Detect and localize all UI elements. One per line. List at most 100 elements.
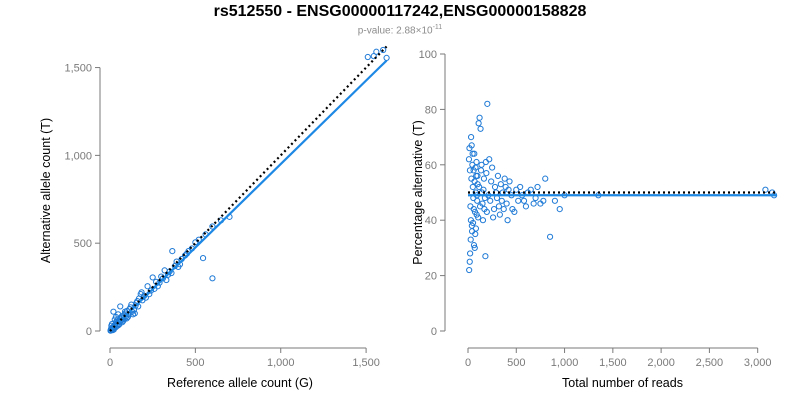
x-tick-label: 2,500 (696, 357, 724, 369)
p-value-text: p-value: 2.88×10 (357, 25, 433, 37)
percentage-alternative-panel: 0 20 40 60 80 100 0 500 1,000 1,500 2,000 2,500 3,00… (411, 49, 778, 390)
data-point (144, 283, 151, 290)
data-point (556, 206, 563, 213)
data-point (530, 200, 537, 207)
data-point (479, 217, 487, 224)
data-point (551, 197, 559, 204)
data-point (534, 183, 541, 191)
data-point (380, 46, 387, 54)
data-point (472, 225, 480, 232)
y-tick-label: 1,000 (64, 150, 92, 162)
data-point (169, 247, 176, 255)
data-point (497, 181, 504, 188)
data-point (466, 167, 474, 174)
data-point (509, 206, 516, 213)
x-tick-label: 500 (186, 357, 204, 369)
data-point (477, 125, 484, 132)
data-point (471, 208, 479, 215)
data-point (488, 178, 495, 185)
data-point (475, 120, 482, 127)
data-point (470, 206, 477, 213)
y-tick-label: 500 (74, 238, 92, 250)
expected-line (109, 45, 388, 332)
data-point (490, 206, 498, 213)
data-point (522, 203, 530, 210)
y-tick-label: 40 (425, 215, 437, 227)
data-point (129, 311, 137, 318)
data-point (489, 164, 496, 171)
data-point (373, 48, 380, 55)
x-tick-label: 3,000 (744, 357, 772, 369)
y-tick-label: 60 (425, 160, 437, 172)
data-point (370, 53, 377, 60)
data-point (498, 197, 505, 204)
chart-title: rs512550 - ENSG00000117242,ENSG000001588… (213, 3, 587, 20)
y-axis-title: Percentage alternative (T) (411, 120, 425, 265)
data-point (504, 217, 511, 224)
x-axis-title: Total number of reads (562, 376, 683, 390)
data-point (546, 233, 554, 240)
x-tick-label: 1,500 (599, 357, 627, 369)
data-point (467, 236, 474, 243)
fit-line (109, 59, 388, 332)
data-point (161, 267, 168, 274)
p-value-exponent: -11 (432, 24, 443, 31)
data-point (474, 172, 481, 179)
chart-subtitle: p-value: 2.88×10-11 (0, 24, 800, 36)
data-point (476, 114, 483, 121)
x-tick-label: 1,000 (551, 357, 579, 369)
data-point (383, 54, 390, 62)
data-point (469, 183, 476, 191)
data-point (209, 275, 216, 282)
data-point (467, 134, 475, 141)
x-axis-title: Reference allele count (G) (167, 376, 313, 390)
y-axis-title: Alternative allele count (T) (39, 118, 53, 263)
data-point (480, 175, 488, 182)
y-tick-label: 0 (86, 326, 92, 338)
data-point (466, 266, 473, 274)
x-tick-label: 0 (107, 357, 113, 369)
data-point (762, 186, 769, 193)
data-point (466, 258, 473, 265)
data-point (496, 211, 503, 218)
data-point (483, 208, 490, 215)
data-point (503, 200, 510, 207)
data-point (500, 206, 507, 213)
data-point (483, 170, 490, 177)
data-point (149, 274, 156, 281)
data-point (477, 167, 485, 174)
y-tick-label: 1,500 (64, 63, 92, 75)
data-point (469, 150, 476, 157)
data-point (542, 175, 549, 182)
data-point (482, 158, 489, 166)
data-point (517, 183, 524, 191)
data-point (465, 156, 473, 163)
data-point (469, 219, 477, 227)
data-point (476, 203, 484, 210)
data-point (364, 53, 371, 61)
data-point (471, 244, 478, 251)
allele-counts-panel: 0 500 1,000 1,500 0 500 1,000 1,500 Reference al… (39, 45, 390, 390)
data-point (467, 203, 474, 210)
y-tick-label: 80 (425, 104, 437, 116)
data-point (138, 289, 145, 296)
x-tick-label: 1,000 (267, 357, 295, 369)
data-point (468, 142, 475, 149)
data-point (467, 250, 474, 257)
data-point (470, 242, 478, 249)
data-point (495, 203, 502, 210)
data-point (475, 214, 482, 221)
data-point (163, 276, 170, 284)
data-point (195, 236, 202, 243)
data-point (520, 197, 528, 204)
data-point (502, 183, 509, 191)
data-point (487, 197, 494, 204)
data-point (209, 223, 216, 230)
data-point (486, 156, 493, 163)
data-point (494, 172, 502, 179)
data-point (117, 303, 124, 310)
data-point (199, 255, 207, 262)
data-point (501, 175, 508, 182)
data-point (491, 183, 499, 191)
